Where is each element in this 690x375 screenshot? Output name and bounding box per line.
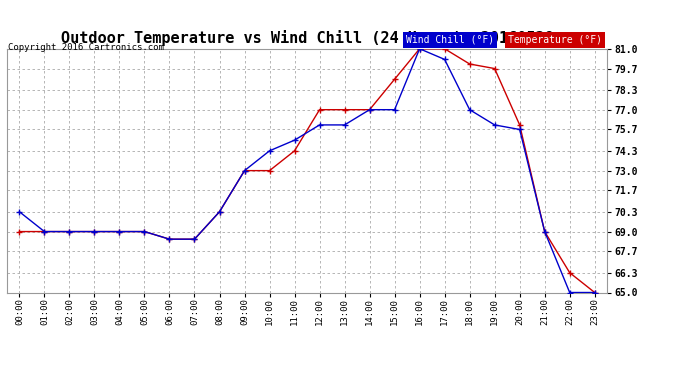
Text: Wind Chill (°F): Wind Chill (°F) (406, 35, 494, 45)
Text: Copyright 2016 Cartronics.com: Copyright 2016 Cartronics.com (8, 43, 164, 52)
Text: Temperature (°F): Temperature (°F) (508, 35, 602, 45)
Title: Outdoor Temperature vs Wind Chill (24 Hours)  20160528: Outdoor Temperature vs Wind Chill (24 Ho… (61, 30, 553, 46)
